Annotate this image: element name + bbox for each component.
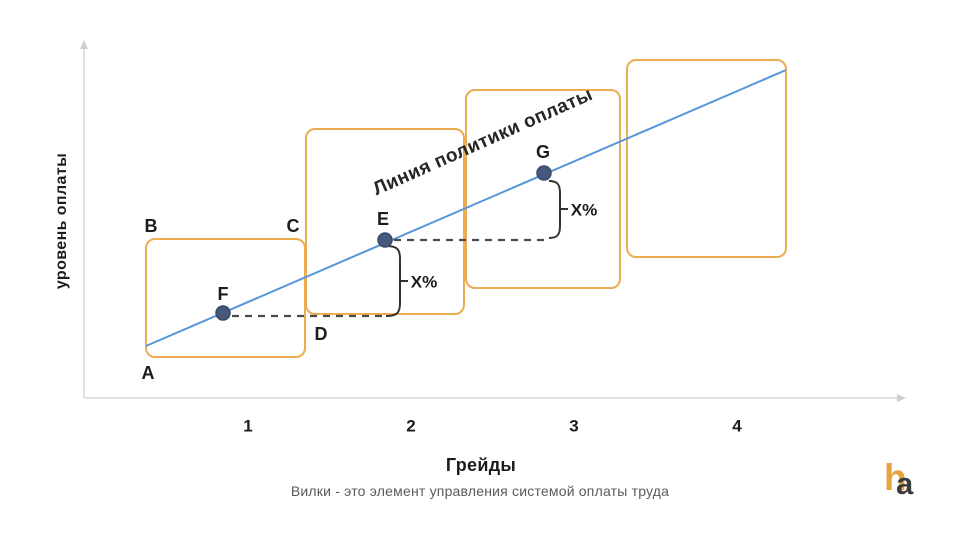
ha-logo: h a — [884, 459, 932, 505]
logo-letter-a: a — [896, 466, 914, 501]
x-axis-arrow-icon — [897, 394, 906, 402]
x-axis-title: Грейды — [445, 455, 517, 475]
grade-2-range-box — [305, 128, 465, 315]
point-label-g: G — [535, 142, 551, 162]
midpoint-dot-g — [536, 165, 552, 181]
logo-letter-h: h — [884, 457, 907, 498]
grade-tick-4: 4 — [732, 416, 742, 436]
footer-note: Вилки - это элемент управления системой … — [290, 483, 670, 499]
point-label-f: F — [217, 284, 229, 304]
midpoint-dot-f — [215, 305, 231, 321]
grade-tick-1: 1 — [243, 416, 253, 436]
point-label-e: E — [376, 209, 390, 229]
bracket-e-to-f-level — [385, 245, 408, 317]
bracket-g-to-e-level — [548, 180, 568, 239]
midpoint-dot-e — [377, 232, 393, 248]
grade-tick-2: 2 — [406, 416, 416, 436]
x-percent-annotation-upper: X% — [570, 200, 598, 220]
grade-tick-3: 3 — [569, 416, 579, 436]
point-label-c: C — [286, 216, 300, 236]
y-axis-title: уровень оплаты — [53, 152, 70, 290]
grade-3-range-box — [465, 89, 621, 289]
grade-4-range-box — [626, 59, 787, 258]
y-axis-arrow-icon — [80, 40, 88, 49]
point-label-a: A — [141, 363, 155, 383]
point-label-b: B — [144, 216, 158, 236]
pay-policy-line — [145, 69, 787, 347]
point-label-d: D — [314, 324, 328, 344]
x-percent-annotation-lower: X% — [410, 272, 438, 292]
